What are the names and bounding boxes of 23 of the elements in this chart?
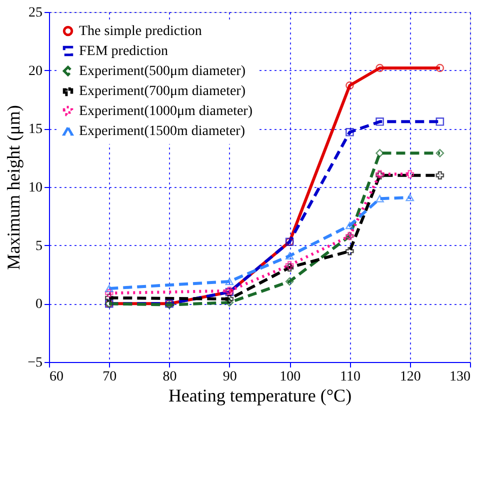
legend-label: The simple prediction xyxy=(79,24,202,39)
y-tick-label: 0 xyxy=(36,297,42,312)
x-tick-label: 60 xyxy=(50,370,64,384)
x-tick-label: 100 xyxy=(280,370,301,384)
y-tick-label: 5 xyxy=(36,238,42,254)
x-tick-label: 90 xyxy=(222,370,237,384)
legend-label: Experiment(500μm diameter) xyxy=(79,64,246,79)
y-tick-label: −5 xyxy=(28,356,42,370)
x-tick-label: 120 xyxy=(400,370,421,384)
y-tick-label: 25 xyxy=(28,6,42,20)
legend-label: Experiment(700μm diameter) xyxy=(79,84,246,99)
x-tick-label: 80 xyxy=(162,370,177,384)
legend-label: Experiment(1500m diameter) xyxy=(79,124,246,139)
legend-label: FEM prediction xyxy=(79,44,168,59)
y-axis-title: Maximum height (μm) xyxy=(4,105,24,270)
x-axis-title: Heating temperature (°C) xyxy=(168,386,352,406)
x-tick-label: 130 xyxy=(450,370,470,384)
y-tick-label: 10 xyxy=(28,180,42,196)
legend-label: Experiment(1000μm diameter) xyxy=(79,104,253,119)
y-tick-label: 15 xyxy=(28,122,42,138)
x-tick-label: 70 xyxy=(102,370,117,384)
y-tick-label: 20 xyxy=(28,64,42,79)
x-tick-label: 110 xyxy=(340,370,360,384)
